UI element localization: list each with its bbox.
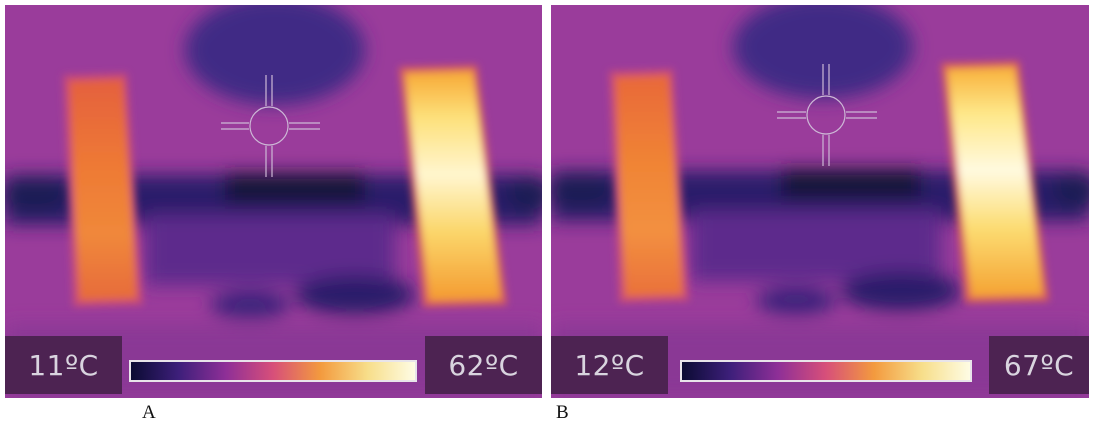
thermal-panel-b: 12ºC 67ºC bbox=[551, 5, 1089, 398]
min-temp-label: 11ºC bbox=[5, 336, 122, 394]
max-temp-label: 62ºC bbox=[425, 336, 542, 394]
color-scale-bar bbox=[129, 360, 417, 382]
min-temp-label: 12ºC bbox=[551, 336, 668, 394]
panel-caption-b: B bbox=[556, 402, 569, 423]
thermal-panel-a: 11ºC 62ºC bbox=[5, 5, 542, 398]
panel-caption-a: A bbox=[142, 402, 156, 423]
color-scale-bar bbox=[680, 360, 972, 382]
max-temp-label: 67ºC bbox=[989, 336, 1089, 394]
